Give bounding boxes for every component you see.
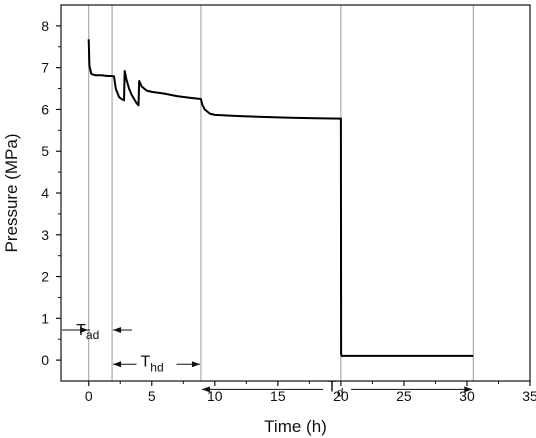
- annotation-arrow-head: [201, 386, 210, 393]
- y-tick-label: 4: [41, 185, 49, 201]
- x-axis-ticks: 0 5 10 15 20 25 30 35: [85, 381, 536, 404]
- plot-frame: [60, 4, 531, 382]
- x-tick-label: 5: [148, 388, 156, 404]
- annotation-arrow-head: [191, 361, 200, 368]
- annotation-subscript: ad: [86, 328, 99, 342]
- y-tick-label: 6: [41, 101, 49, 117]
- annotation-arrow-head: [464, 386, 473, 393]
- x-axis-title: Time (h): [264, 417, 327, 436]
- y-tick-label: 3: [41, 227, 49, 243]
- y-tick-label: 0: [41, 352, 49, 368]
- series-layer: [87, 39, 474, 357]
- pressure-series-line: [87, 39, 474, 357]
- x-tick-label: 35: [522, 388, 536, 404]
- annotation-subscript: hd: [150, 360, 163, 374]
- annotation-arrow-head: [113, 361, 122, 368]
- y-tick-label: 5: [41, 143, 49, 159]
- x-tick-label: 10: [207, 388, 223, 404]
- x-tick-label: 25: [396, 388, 412, 404]
- y-axis-title: Pressure (MPa): [2, 133, 21, 252]
- y-tick-label: 1: [41, 310, 49, 326]
- annotation-subscript: d: [337, 385, 344, 399]
- x-tick-label: 0: [85, 388, 93, 404]
- y-axis-ticks: 0 1 2 3 4 5 6 7 8: [41, 18, 61, 368]
- annotation-arrow-head: [80, 327, 89, 334]
- annotation-label-thd: Thd: [141, 353, 164, 374]
- y-tick-label: 2: [41, 269, 49, 285]
- annotation-label-tad: Tad: [76, 322, 99, 342]
- y-tick-label: 8: [41, 18, 49, 34]
- phase-divider-lines: [88, 5, 474, 381]
- x-tick-label: 15: [270, 388, 286, 404]
- annotation-arrow-head: [113, 327, 122, 334]
- x-tick-label: 20: [333, 388, 349, 404]
- y-tick-label: 7: [41, 60, 49, 76]
- x-tick-label: 30: [459, 388, 475, 404]
